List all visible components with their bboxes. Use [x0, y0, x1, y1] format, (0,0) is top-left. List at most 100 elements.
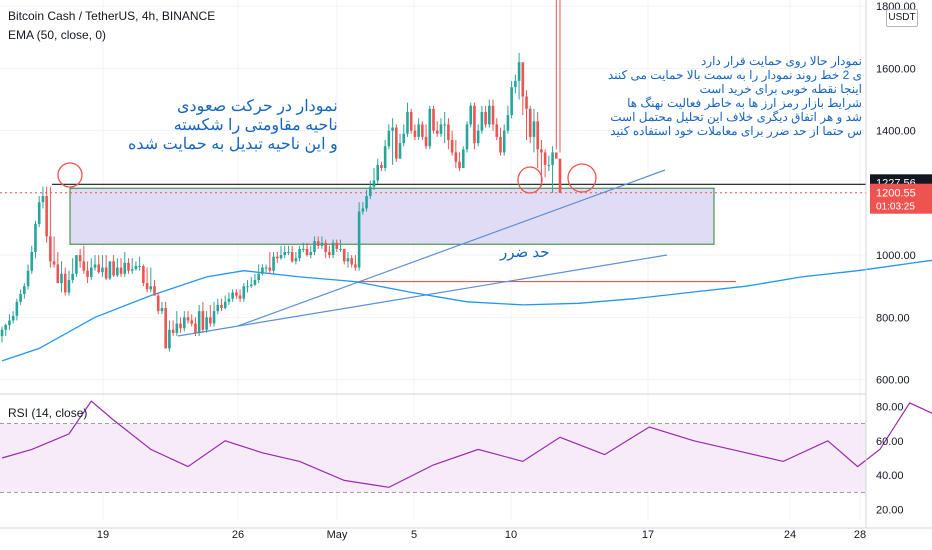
symbol-title: Bitcoin Cash / TetherUS, 4h, BINANCE [8, 9, 216, 23]
candle-body [476, 130, 480, 144]
candle-body [26, 270, 30, 287]
countdown-tag: 01:03:25 [876, 202, 915, 213]
date-tick-label: 10 [505, 529, 517, 541]
candle-body [63, 273, 67, 293]
candle-body [149, 286, 153, 290]
candle-body [101, 267, 104, 273]
candle-body [186, 317, 190, 321]
highlight-circle [57, 162, 83, 188]
candle-body [461, 149, 465, 168]
candle-body [264, 267, 268, 269]
candle-body [220, 304, 223, 308]
candle-body [424, 136, 428, 147]
rsi-tick-label: 40.00 [876, 470, 904, 482]
candle-body [357, 211, 361, 268]
candle-body [443, 124, 446, 126]
candle-body [342, 248, 346, 262]
candle-body [305, 248, 309, 256]
rsi-tick-label: 60.00 [876, 436, 904, 448]
candle-body [197, 311, 201, 333]
price-tick-label: 800.00 [876, 312, 910, 324]
candle-body [75, 255, 78, 274]
candle-body [528, 108, 532, 137]
candle-body [86, 270, 89, 277]
candle-body [506, 115, 510, 131]
candle-body [450, 140, 454, 153]
candle-body [328, 252, 331, 256]
rsi-pane [0, 423, 866, 493]
candle-body [558, 158, 562, 193]
candle-body [19, 294, 22, 302]
candle-body [324, 242, 327, 252]
stop-loss-label: حد ضرر [500, 244, 550, 261]
candle-body [138, 266, 141, 267]
candle-body [432, 108, 435, 131]
candle-body [502, 130, 506, 153]
left-note-line-1: نمودار در حرکت صعودی [177, 98, 338, 115]
candle-body [41, 196, 45, 203]
candle-body [543, 152, 547, 165]
left-annotation: نمودار در حرکت صعودی ناحیه مقاومتی را شک… [128, 98, 338, 155]
support-zone [69, 187, 715, 245]
rsi-legend: RSI (14, close) [8, 406, 88, 420]
currency-button[interactable]: USDT [886, 9, 918, 27]
candle-body [495, 124, 499, 137]
candle-body [547, 164, 551, 166]
candle-body [480, 112, 484, 131]
candle-body [242, 286, 246, 299]
candle-body [517, 62, 521, 81]
right-note-line-2: ی 2 خط روند نمودار را به سمت بالا حمایت … [607, 68, 862, 83]
left-note-line-3: و این ناحیه تبدیل به حمایت شده [128, 135, 338, 153]
candle-body [521, 62, 525, 97]
candle-body [491, 105, 495, 125]
candle-body [290, 252, 294, 262]
rsi-tick-label: 20.00 [876, 505, 904, 517]
candle-body [194, 323, 197, 333]
candle-body [499, 136, 502, 153]
candle-body [447, 124, 450, 140]
candle-body [78, 255, 82, 262]
candle-body [130, 269, 134, 271]
price-tick-label: 600.00 [876, 375, 910, 387]
candle-body [346, 258, 350, 262]
date-tick-label: 5 [411, 529, 417, 541]
price-tick-label: 1400.00 [876, 126, 916, 138]
candle-body [34, 224, 37, 252]
candle-body [160, 308, 164, 312]
candle-body [71, 273, 74, 280]
candle-body [93, 264, 97, 268]
rsi-tick-label: 80.00 [876, 401, 904, 413]
candle-body [532, 121, 536, 137]
candle-body [123, 262, 127, 274]
candle-body [417, 124, 420, 137]
candle-body [283, 252, 287, 256]
candle-body [376, 164, 380, 181]
candle-body [23, 286, 26, 294]
highlight-circle [517, 166, 543, 194]
candle-body [469, 105, 473, 125]
right-note-line-3: اینجا نقطه خوبی برای خرید است [699, 82, 862, 97]
candle-body [30, 252, 34, 271]
candle-body [37, 202, 41, 224]
candle-body [287, 252, 290, 253]
candle-body [275, 256, 279, 259]
candle-body [49, 236, 52, 262]
candle-body [473, 105, 476, 144]
candle-body [201, 311, 205, 330]
candle-body [212, 311, 216, 324]
date-tick-label: 24 [784, 529, 796, 541]
candle-body [60, 273, 63, 284]
candle-body [182, 317, 186, 329]
candle-body [108, 261, 112, 279]
candle-body [4, 325, 8, 330]
candle-body [313, 241, 316, 252]
candle-body [205, 317, 208, 330]
candle-body [372, 180, 376, 187]
candle-body [272, 256, 275, 271]
candle-body [156, 295, 160, 312]
candle-body [153, 286, 156, 296]
date-tick-label: 28 [854, 529, 866, 541]
